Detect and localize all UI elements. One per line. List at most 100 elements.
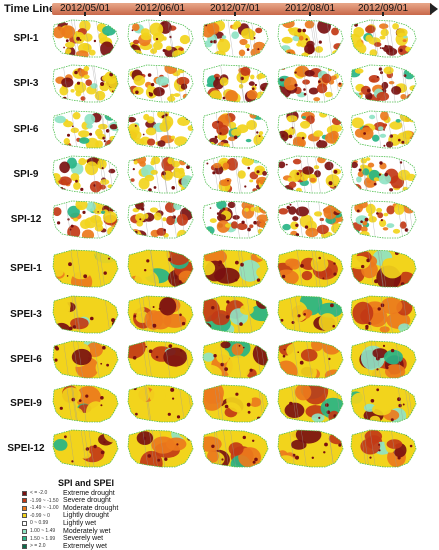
drought-map — [52, 155, 119, 194]
drought-map — [350, 19, 417, 58]
drought-map — [52, 340, 119, 379]
legend-range: 1.00 ~ 1.49 — [30, 528, 56, 534]
row-label: SPEI-3 — [10, 309, 42, 320]
timeline-tick — [382, 12, 384, 16]
legend-title: SPI and SPEI — [58, 478, 115, 488]
row-label: SPEI-9 — [10, 398, 42, 409]
drought-map — [277, 110, 344, 149]
legend-item: > = 2.0 Extremely wet — [22, 542, 107, 550]
drought-map — [202, 340, 269, 379]
drought-map — [127, 340, 194, 379]
drought-map — [277, 429, 344, 468]
drought-map — [127, 429, 194, 468]
legend-range: -0.99 ~ 0 — [30, 512, 50, 519]
legend-item: 1.00 ~ 1.49 Moderately wet — [22, 527, 110, 535]
legend-item: 0 ~ 0.99 Lightly wet — [22, 519, 96, 527]
drought-map — [277, 384, 344, 423]
drought-map — [127, 19, 194, 58]
drought-map — [127, 64, 194, 103]
row-label: SPEI-12 — [7, 443, 45, 454]
legend-range: -1.49 ~ -1.00 — [30, 505, 59, 512]
drought-map — [277, 249, 344, 288]
timeline-label: Time Line — [4, 3, 56, 15]
legend-range: 0 ~ 0.99 — [30, 520, 49, 527]
legend-label: Severe drought — [63, 497, 111, 505]
drought-map — [127, 155, 194, 194]
drought-map — [350, 64, 417, 103]
row-label: SPEI-6 — [10, 354, 42, 365]
timeline-tick — [84, 12, 86, 16]
legend-swatch — [22, 498, 27, 504]
drought-map — [202, 19, 269, 58]
legend-swatch — [22, 528, 27, 534]
timeline-date: 2012/08/01 — [284, 3, 336, 14]
drought-map — [52, 200, 119, 239]
drought-map — [202, 64, 269, 103]
drought-map — [52, 384, 119, 423]
drought-map — [127, 110, 194, 149]
legend-swatch — [22, 543, 27, 549]
legend-label: Severely wet — [63, 535, 104, 543]
timeline-date: 2012/05/01 — [59, 3, 111, 14]
legend-swatch — [22, 505, 27, 511]
drought-map — [277, 340, 344, 379]
drought-map — [277, 19, 344, 58]
row-label: SPI-9 — [13, 169, 39, 180]
timeline-arrow-icon — [430, 3, 438, 15]
drought-map — [350, 429, 417, 468]
drought-map — [202, 249, 269, 288]
drought-map — [127, 200, 194, 239]
drought-map — [202, 384, 269, 423]
legend-swatch — [22, 536, 27, 542]
legend-item: 1.50 ~ 1.99 Severely wet — [22, 535, 103, 543]
legend-label: Lightly drought — [63, 512, 109, 520]
drought-map — [127, 384, 194, 423]
drought-map — [52, 249, 119, 288]
drought-map — [350, 295, 417, 334]
timeline-tick — [159, 12, 161, 16]
legend-swatch — [22, 520, 27, 526]
row-label: SPI-12 — [10, 214, 42, 225]
drought-map — [350, 384, 417, 423]
row-label: SPI-1 — [13, 33, 39, 44]
drought-map — [127, 295, 194, 334]
drought-map — [350, 200, 417, 239]
legend-range: < = -2.0 — [30, 490, 48, 496]
drought-map — [202, 200, 269, 239]
drought-map — [350, 249, 417, 288]
drought-map — [52, 429, 119, 468]
row-label: SPI-3 — [13, 78, 39, 89]
legend-range: 1.50 ~ 1.99 — [30, 535, 56, 542]
row-label: SPEI-1 — [10, 263, 42, 274]
timeline-bar — [52, 3, 432, 15]
legend-range: -1.99 ~ -1.50 — [30, 497, 59, 504]
drought-map — [202, 295, 269, 334]
drought-map — [52, 19, 119, 58]
drought-map — [202, 155, 269, 194]
legend-item: < = -2.0 Extreme drought — [22, 489, 115, 497]
drought-map — [52, 110, 119, 149]
drought-map — [202, 110, 269, 149]
legend-label: Extremely wet — [63, 542, 107, 550]
drought-map — [350, 155, 417, 194]
legend-swatch — [22, 490, 27, 496]
legend-item: -1.99 ~ -1.50 Severe drought — [22, 497, 111, 505]
legend-item: -1.49 ~ -1.00 Moderate drought — [22, 504, 118, 512]
drought-map — [350, 340, 417, 379]
drought-map — [127, 249, 194, 288]
legend-label: Moderately wet — [63, 527, 111, 535]
legend-label: Extreme drought — [63, 489, 115, 497]
legend-label: Moderate drought — [63, 504, 119, 512]
timeline-tick — [234, 12, 236, 16]
timeline-tick — [309, 12, 311, 16]
drought-map — [52, 295, 119, 334]
timeline-date: 2012/09/01 — [357, 3, 409, 14]
drought-map — [277, 155, 344, 194]
drought-map — [350, 110, 417, 149]
drought-map — [52, 64, 119, 103]
drought-map — [202, 429, 269, 468]
legend-item: -0.99 ~ 0 Lightly drought — [22, 512, 109, 520]
timeline-date: 2012/07/01 — [209, 3, 261, 14]
timeline-date: 2012/06/01 — [134, 3, 186, 14]
drought-map — [277, 64, 344, 103]
